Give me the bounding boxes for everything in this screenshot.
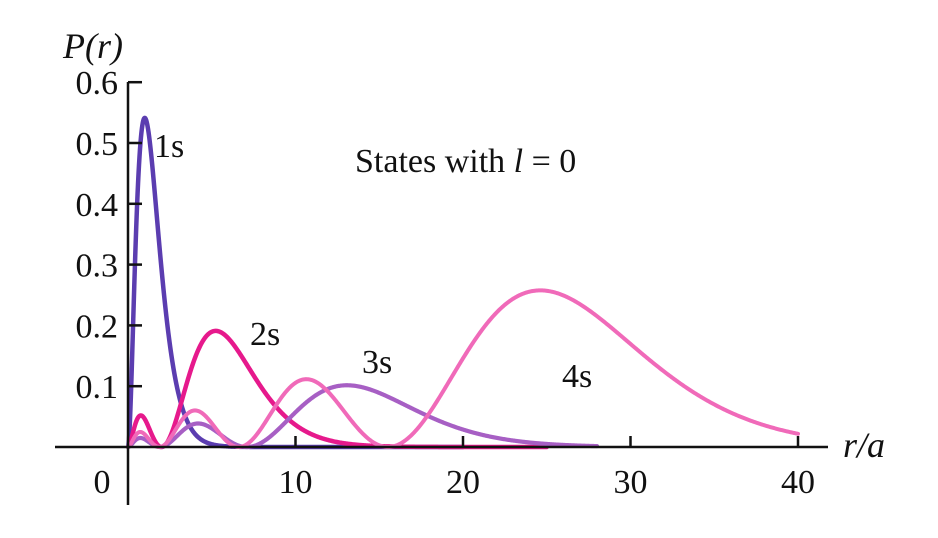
y-axis-title: P(r) bbox=[62, 26, 123, 66]
x-tick-label-0: 0 bbox=[94, 464, 111, 501]
series-label-3s: 3s bbox=[362, 344, 392, 381]
annotation-variable: l bbox=[514, 143, 523, 180]
series-label-1s: 1s bbox=[154, 128, 184, 165]
x-tick-label-30: 30 bbox=[614, 464, 648, 501]
series-line-3s bbox=[125, 383, 600, 450]
x-tick-label-10: 10 bbox=[279, 464, 313, 501]
x-tick-label-40: 40 bbox=[781, 464, 815, 501]
y-tick-label-0.6: 0.6 bbox=[76, 65, 119, 102]
x-ticks-group: 0 10 20 30 40 bbox=[94, 436, 815, 501]
annotation-suffix: = 0 bbox=[523, 143, 576, 180]
states-annotation: States with l = 0 bbox=[355, 143, 576, 180]
x-axis-title: r/a bbox=[843, 425, 885, 465]
y-tick-label-0.4: 0.4 bbox=[76, 187, 119, 224]
series-label-2s: 2s bbox=[250, 316, 280, 353]
annotation-prefix: States with bbox=[355, 143, 514, 180]
y-tick-label-0.3: 0.3 bbox=[76, 248, 119, 285]
series-line-4s bbox=[126, 288, 800, 449]
series-label-4s: 4s bbox=[562, 358, 592, 395]
y-ticks-group: 0.1 0.2 0.3 0.4 0.5 0.6 bbox=[76, 65, 142, 406]
y-tick-label-0.5: 0.5 bbox=[76, 126, 119, 163]
y-tick-label-0.1: 0.1 bbox=[76, 369, 119, 406]
y-tick-label-0.2: 0.2 bbox=[76, 308, 119, 345]
x-tick-label-20: 20 bbox=[446, 464, 480, 501]
